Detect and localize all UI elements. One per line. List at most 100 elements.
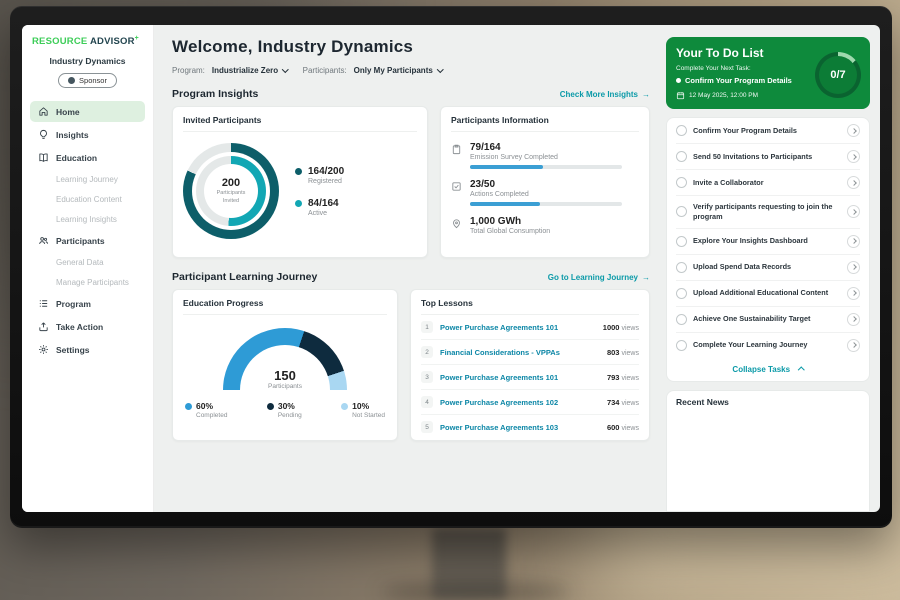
task-chevron-icon[interactable] xyxy=(847,313,860,326)
donut-center-value: 200 xyxy=(222,177,240,189)
task-checkbox[interactable] xyxy=(676,262,687,273)
task-row[interactable]: Send 50 Invitations to Participants xyxy=(676,144,860,170)
card-title: Top Lessons xyxy=(421,298,639,315)
sidebar-item-insights[interactable]: Insights xyxy=(30,124,145,145)
task-label: Complete Your Learning Journey xyxy=(693,340,841,350)
task-checkbox[interactable] xyxy=(676,177,687,188)
task-label: Confirm Your Program Details xyxy=(693,126,841,136)
lesson-rank: 3 xyxy=(421,371,433,383)
learning-journey-cards: Education Progress 150 Participants xyxy=(172,289,650,441)
clipboard-icon xyxy=(451,144,462,155)
task-chevron-icon[interactable] xyxy=(847,150,860,163)
invited-participants-card: Invited Participants 200 Participants In… xyxy=(172,106,428,258)
sponsor-badge-label: Sponsor xyxy=(79,76,107,85)
legend-item: 10% Not Started xyxy=(341,401,385,419)
task-chevron-icon[interactable] xyxy=(847,261,860,274)
todo-header-card: Your To Do List Complete Your Next Task:… xyxy=(666,37,870,109)
collapse-tasks-link[interactable]: Collapse Tasks xyxy=(676,358,860,381)
sponsor-badge[interactable]: Sponsor xyxy=(58,73,117,88)
participants-information-card: Participants Information 79/164 Emission… xyxy=(440,106,650,258)
link-label: Go to Learning Journey xyxy=(548,273,638,282)
program-select[interactable]: Industrialize Zero xyxy=(212,66,288,75)
section-title: Participant Learning Journey xyxy=(172,271,317,283)
legend-dot xyxy=(295,200,302,207)
sidebar-item-learning-insights[interactable]: Learning Insights xyxy=(30,210,145,228)
participants-select[interactable]: Only My Participants xyxy=(354,66,443,75)
legend-dot xyxy=(267,403,274,410)
task-chevron-icon[interactable] xyxy=(847,176,860,189)
lesson-link[interactable]: Power Purchase Agreements 101 xyxy=(440,323,596,332)
task-checkbox[interactable] xyxy=(676,340,687,351)
sidebar-item-label: Take Action xyxy=(56,322,103,332)
task-row[interactable]: Explore Your Insights Dashboard xyxy=(676,229,860,255)
bullet-dot-icon xyxy=(676,78,681,83)
sidebar-item-general-data[interactable]: General Data xyxy=(30,253,145,271)
task-checkbox[interactable] xyxy=(676,236,687,247)
lesson-row[interactable]: 4 Power Purchase Agreements 102 734views xyxy=(421,390,639,415)
lesson-link[interactable]: Power Purchase Agreements 101 xyxy=(440,373,600,382)
task-row[interactable]: Upload Spend Data Records xyxy=(676,255,860,281)
lesson-row[interactable]: 5 Power Purchase Agreements 103 600views xyxy=(421,415,639,439)
checklist-icon xyxy=(451,181,462,192)
sidebar-item-education-content[interactable]: Education Content xyxy=(30,190,145,208)
sidebar-item-manage-participants[interactable]: Manage Participants xyxy=(30,273,145,291)
sidebar-item-home[interactable]: Home xyxy=(30,101,145,122)
lesson-link[interactable]: Power Purchase Agreements 102 xyxy=(440,398,600,407)
chevron-down-icon xyxy=(282,66,288,72)
lesson-link[interactable]: Financial Considerations - VPPAs xyxy=(440,348,600,357)
arrow-right-icon: → xyxy=(642,273,650,282)
card-title: Education Progress xyxy=(183,298,387,315)
lightbulb-icon xyxy=(38,129,49,140)
stat-value: 1,000 GWh xyxy=(470,216,550,227)
sidebar-item-program[interactable]: Program xyxy=(30,293,145,314)
sidebar-item-label: Education xyxy=(56,153,97,163)
task-row[interactable]: Invite a Collaborator xyxy=(676,170,860,196)
task-row[interactable]: Confirm Your Program Details xyxy=(676,118,860,144)
location-pin-icon xyxy=(451,218,462,229)
logo-advisor: ADVISOR xyxy=(90,36,135,47)
legend-value: 164/200 xyxy=(308,166,344,177)
sidebar-item-label: Education Content xyxy=(56,195,122,204)
book-icon xyxy=(38,152,49,163)
collapse-tasks-label: Collapse Tasks xyxy=(732,365,790,374)
legend-item: 164/200 Registered xyxy=(295,166,344,185)
task-chevron-icon[interactable] xyxy=(847,205,860,218)
sidebar-item-education[interactable]: Education xyxy=(30,147,145,168)
check-more-insights-link[interactable]: Check More Insights → xyxy=(560,90,650,99)
task-checkbox[interactable] xyxy=(676,151,687,162)
stat-row: 79/164 Emission Survey Completed xyxy=(451,142,639,169)
task-chevron-icon[interactable] xyxy=(847,339,860,352)
lesson-row[interactable]: 1 Power Purchase Agreements 101 1000view… xyxy=(421,315,639,340)
task-row[interactable]: Verify participants requesting to join t… xyxy=(676,196,860,229)
page-title: Welcome, Industry Dynamics xyxy=(172,37,650,57)
sidebar-item-participants[interactable]: Participants xyxy=(30,230,145,251)
sidebar-item-settings[interactable]: Settings xyxy=(30,339,145,360)
gauge-center-value: 150 xyxy=(223,368,347,383)
top-lessons-card: Top Lessons 1 Power Purchase Agreements … xyxy=(410,289,650,441)
todo-next-task-label: Confirm Your Program Details xyxy=(685,76,792,85)
lesson-row[interactable]: 2 Financial Considerations - VPPAs 803vi… xyxy=(421,340,639,365)
task-row[interactable]: Achieve One Sustainability Target xyxy=(676,307,860,333)
go-to-learning-journey-link[interactable]: Go to Learning Journey → xyxy=(548,273,650,282)
logo-resource: RESOURCE xyxy=(32,36,87,47)
task-chevron-icon[interactable] xyxy=(847,235,860,248)
task-checkbox[interactable] xyxy=(676,125,687,136)
task-row[interactable]: Upload Additional Educational Content xyxy=(676,281,860,307)
stat-value: 23/50 xyxy=(470,179,622,190)
task-row[interactable]: Complete Your Learning Journey xyxy=(676,333,860,358)
sidebar-item-learning-journey[interactable]: Learning Journey xyxy=(30,170,145,188)
task-checkbox[interactable] xyxy=(676,288,687,299)
arrow-right-icon: → xyxy=(642,90,650,99)
task-checkbox[interactable] xyxy=(676,206,687,217)
sidebar-item-label: Insights xyxy=(56,130,89,140)
card-title: Invited Participants xyxy=(183,115,417,132)
task-chevron-icon[interactable] xyxy=(847,287,860,300)
sidebar-item-take-action[interactable]: Take Action xyxy=(30,316,145,337)
lesson-row[interactable]: 3 Power Purchase Agreements 101 793views xyxy=(421,365,639,390)
lesson-link[interactable]: Power Purchase Agreements 103 xyxy=(440,423,600,432)
task-chevron-icon[interactable] xyxy=(847,124,860,137)
todo-progress-ring: 0/7 xyxy=(815,52,861,98)
task-checkbox[interactable] xyxy=(676,314,687,325)
participants-select-value: Only My Participants xyxy=(354,66,433,75)
dashboard-screen: RESOURCE ADVISOR+ Industry Dynamics Spon… xyxy=(22,25,880,512)
